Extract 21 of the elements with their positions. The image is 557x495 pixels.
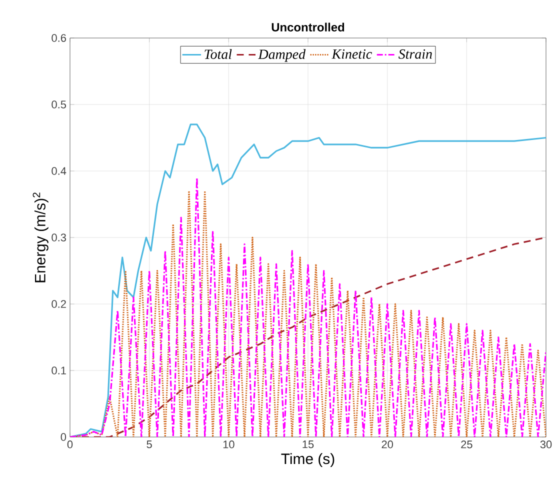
legend-label: Damped xyxy=(258,49,306,62)
y-tick-label: 0.1 xyxy=(52,366,66,374)
x-tick-label: 30 xyxy=(540,440,552,448)
y-tick-label: 0.2 xyxy=(52,300,66,308)
x-tick-label: 5 xyxy=(146,440,152,448)
y-tick-label: 0.6 xyxy=(52,34,66,42)
y-tick-label: 0 xyxy=(60,433,66,441)
chart-title: Uncontrolled xyxy=(272,22,344,32)
x-tick-label: 25 xyxy=(461,440,472,448)
y-axis-title: Energy (m/s)$^{2}$ xyxy=(32,192,48,282)
x-tick-label: 20 xyxy=(382,440,393,448)
legend-label: Total xyxy=(204,49,232,59)
y-tick-label: 0.5 xyxy=(52,100,66,108)
x-tick-label: 15 xyxy=(302,440,314,448)
legend-label: Kinetic xyxy=(332,49,372,59)
x-tick-label: 10 xyxy=(223,440,234,448)
x-axis-title: Time (s) xyxy=(281,453,334,468)
y-tick-label: 0.4 xyxy=(52,167,66,175)
legend-label: Strain xyxy=(398,49,432,59)
y-tick-label: 0.3 xyxy=(52,234,66,242)
x-tick-label: 0 xyxy=(67,440,73,448)
